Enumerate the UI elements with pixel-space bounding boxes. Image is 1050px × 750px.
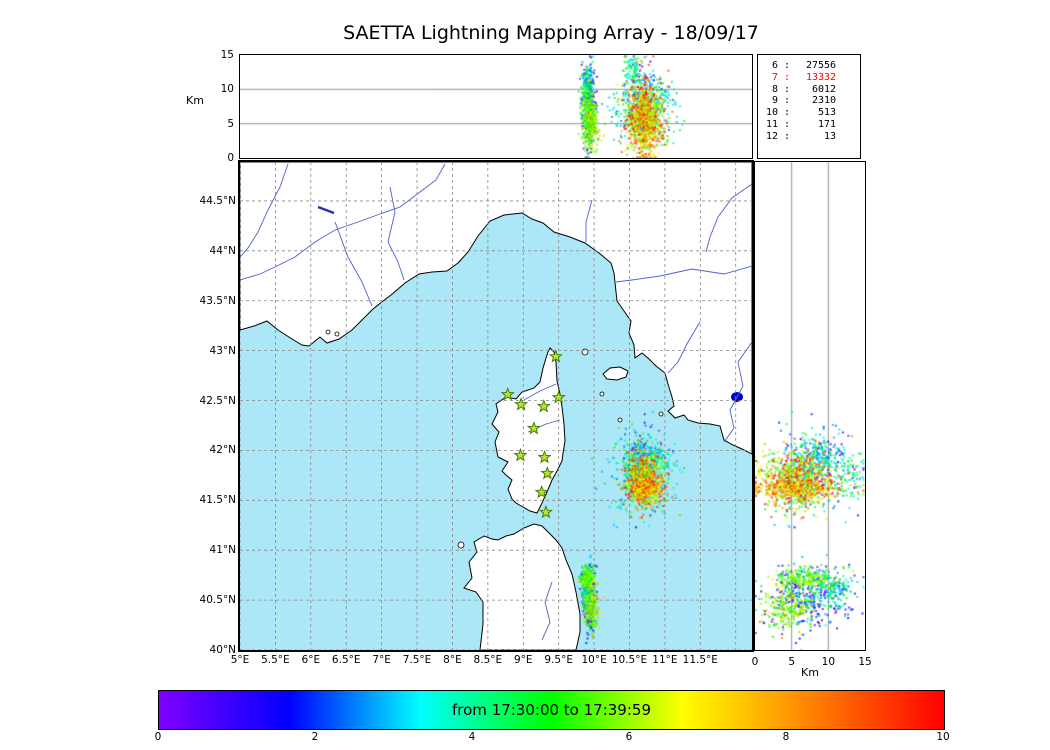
alt-tick-label: 15 (220, 49, 234, 61)
colorbar-label: from 17:30:00 to 17:39:59 (451, 701, 651, 719)
colorbar-tick-label: 6 (625, 731, 633, 743)
altitude-axis-label-right: Km (801, 666, 819, 679)
scatter-canvas-alt-lon (240, 55, 752, 158)
alt-tick-label-right: 15 (858, 656, 872, 668)
source-count-rows: 6 : 27556 7 : 13332 8 : 6012 9 : 2310 10 : 5… (764, 60, 836, 143)
lat-tick-label: 43.5°N (199, 294, 236, 307)
colorbar-tick-label: 4 (468, 731, 476, 743)
lon-tick-label: 10°E (581, 654, 607, 666)
lat-tick-label: 41°N (209, 544, 236, 557)
source-count-row: 10 : 513 (765, 107, 837, 119)
alt-tick-label: 10 (220, 83, 234, 96)
scatter-canvas-map (240, 162, 752, 650)
source-count-row: 11 : 171 (765, 118, 837, 130)
lon-tick-label: 7°E (372, 654, 391, 666)
lon-tick-label: 8°E (443, 654, 462, 666)
colorbar-tick-label: 10 (936, 731, 950, 743)
altitude-axis-label-top: Km (186, 94, 204, 107)
lon-tick-label: 11°E (652, 654, 678, 666)
source-count-row: 12 : 13 (765, 130, 837, 142)
alt-tick-label-right: 5 (788, 656, 795, 668)
scatter-canvas-alt-lat (755, 162, 865, 650)
colorbar-tick-label: 2 (311, 731, 319, 743)
altitude-longitude-panel (239, 54, 753, 159)
lon-tick-label: 10.5°E (611, 654, 648, 666)
colorbar-tick-label: 0 (154, 731, 162, 743)
lat-tick-label: 40.5°N (199, 594, 236, 607)
lon-tick-label: 8.5°E (473, 654, 503, 666)
lat-tick-label: 44°N (209, 244, 236, 257)
colorbar-tick-label: 8 (782, 731, 790, 743)
source-count-row: 7 : 13332 (771, 71, 837, 83)
lon-tick-label: 6°E (301, 654, 321, 666)
source-count-row: 6 : 27556 (771, 60, 837, 71)
lat-tick-label: 41.5°N (199, 494, 236, 507)
lat-tick-label: 43°N (209, 344, 236, 357)
lon-tick-label: 9°E (513, 654, 533, 666)
map-panel (238, 160, 754, 652)
lon-tick-label: 5.5°E (261, 654, 290, 666)
lon-tick-label: 11.5°E (682, 654, 718, 666)
source-count-row: 8 : 6012 (771, 83, 837, 95)
alt-tick-label: 0 (227, 152, 234, 164)
source-count-row: 9 : 2310 (771, 95, 837, 107)
source-count-panel: 6 : 27556 7 : 13332 8 : 6012 9 : 2310 10 : 5… (757, 54, 861, 159)
lon-tick-label: 6.5°E (331, 654, 361, 666)
lat-tick-label: 40°N (209, 644, 236, 656)
altitude-latitude-panel (754, 161, 866, 651)
colorbar: from 17:30:00 to 17:39:59 (158, 690, 945, 730)
lon-tick-label: 9.5°E (544, 654, 573, 666)
alt-tick-label-right: 10 (821, 656, 836, 668)
page-title: SAETTA Lightning Mapping Array - 18/09/1… (343, 22, 759, 44)
alt-tick-label: 5 (227, 117, 234, 130)
lat-tick-label: 42.5°N (199, 394, 236, 407)
lon-tick-label: 7.5°E (402, 654, 432, 666)
alt-tick-label-right: 0 (751, 656, 759, 668)
lat-tick-label: 42°N (209, 444, 236, 457)
lon-tick-label: 5°E (230, 654, 250, 666)
lat-tick-label: 44.5°N (199, 194, 236, 207)
